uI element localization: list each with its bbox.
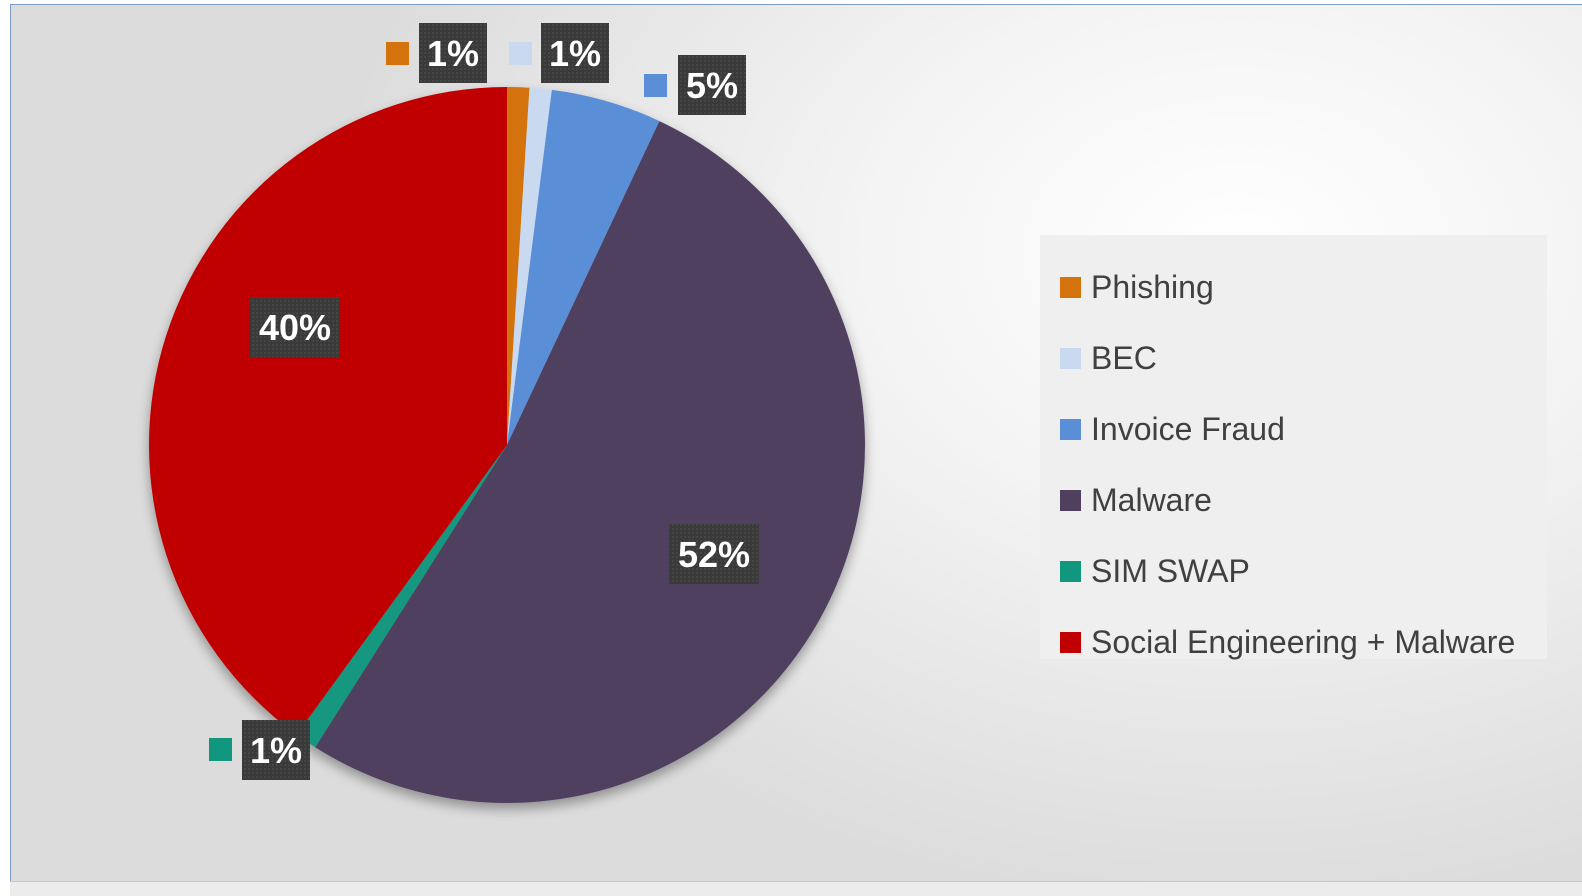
pie-slice-social-engineering-malware <box>148 86 507 735</box>
legend-label-bec: BEC <box>1091 340 1157 376</box>
data-label-phishing: 1% <box>386 23 487 83</box>
legend-label-phishing: Phishing <box>1091 269 1214 305</box>
legend-item-bec: BEC <box>1060 323 1547 394</box>
pie-slice-malware <box>315 121 865 804</box>
data-label-key-sim-swap <box>209 738 232 761</box>
legend: Phishing BEC Invoice Fraud Malware SIM SWAP S… <box>1040 235 1547 660</box>
data-label-bec: 1% <box>509 23 609 83</box>
legend-item-malware: Malware <box>1060 465 1547 536</box>
data-label-invoice-fraud: 5% <box>644 55 746 115</box>
data-label-text-malware: 52% <box>678 534 750 575</box>
data-label-text-social-engineering-malware: 40% <box>259 307 331 348</box>
legend-item-phishing: Phishing <box>1060 252 1547 323</box>
data-label-key-bec <box>509 42 532 65</box>
data-label-key-phishing <box>386 42 409 65</box>
legend-label-social-engineering-malware: Social Engineering + Malware <box>1091 624 1516 660</box>
data-label-box-invoice-fraud <box>678 55 746 115</box>
legend-item-social-engineering-malware: Social Engineering + Malware <box>1060 607 1547 678</box>
legend-label-sim-swap: SIM SWAP <box>1091 553 1250 589</box>
chart-bottom-edge <box>10 881 1582 896</box>
data-label-box-sim-swap <box>242 720 310 780</box>
legend-item-sim-swap: SIM SWAP <box>1060 536 1547 607</box>
pie-slice-invoice-fraud <box>507 89 660 445</box>
pie-slice-bec <box>507 87 552 446</box>
pie-slices <box>148 86 865 804</box>
data-label-malware: 52% <box>669 524 759 584</box>
legend-swatch-sim-swap <box>1060 561 1081 582</box>
data-label-sim-swap: 1% <box>209 720 310 780</box>
legend-swatch-phishing <box>1060 277 1081 298</box>
legend-swatch-bec <box>1060 348 1081 369</box>
data-label-text-phishing: 1% <box>427 33 479 74</box>
data-label-text-invoice-fraud: 5% <box>686 65 738 106</box>
pie-data-labels: 1% 1% 5% 52% 1% 40% <box>209 23 759 780</box>
data-label-social-engineering-malware: 40% <box>250 297 340 357</box>
pie-slice-phishing <box>507 87 530 445</box>
data-label-box-phishing <box>419 23 487 83</box>
data-label-box-bec <box>541 23 609 83</box>
legend-swatch-social-engineering-malware <box>1060 632 1081 653</box>
data-label-text-sim-swap: 1% <box>250 730 302 771</box>
data-label-box-malware <box>669 524 759 584</box>
legend-label-malware: Malware <box>1091 482 1212 518</box>
pie-slice-sim-swap <box>296 445 507 748</box>
legend-item-invoice-fraud: Invoice Fraud <box>1060 394 1547 465</box>
data-label-key-invoice-fraud <box>644 74 667 97</box>
legend-swatch-invoice-fraud <box>1060 419 1081 440</box>
legend-swatch-malware <box>1060 490 1081 511</box>
data-label-box-social-engineering-malware <box>250 297 340 357</box>
legend-label-invoice-fraud: Invoice Fraud <box>1091 411 1285 447</box>
data-label-text-bec: 1% <box>549 33 601 74</box>
